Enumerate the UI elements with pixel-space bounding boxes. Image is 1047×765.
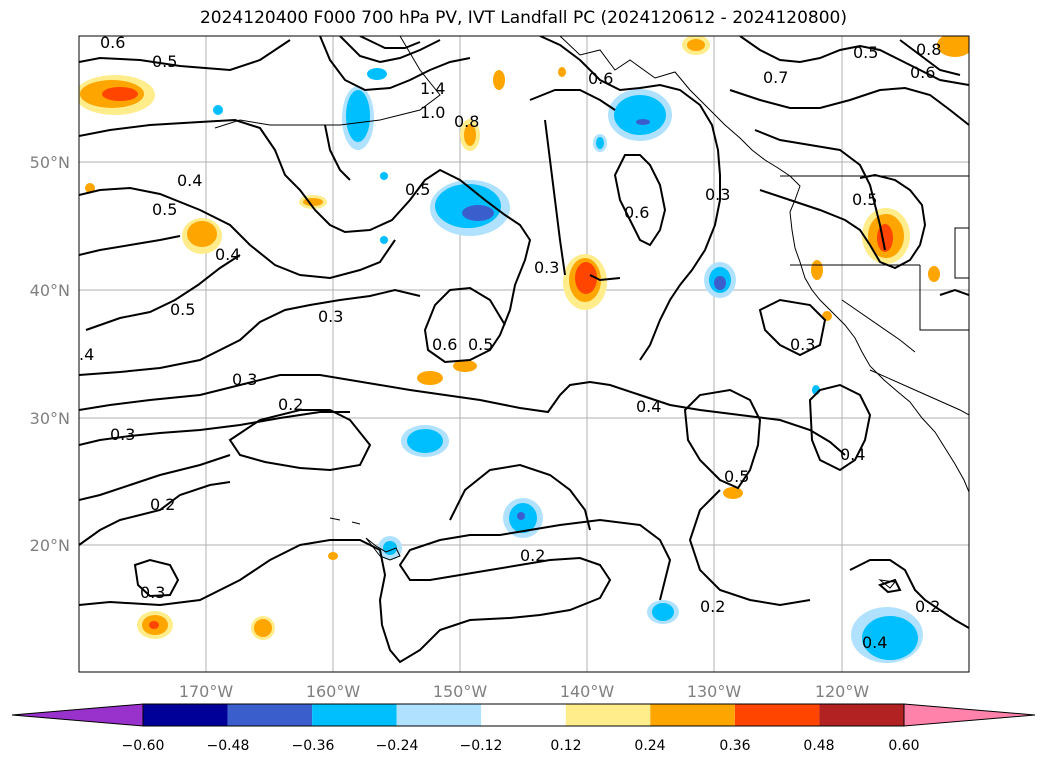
colorbar-swatch xyxy=(819,704,904,726)
map-title: 2024120400 F000 700 hPa PV, IVT Landfall… xyxy=(199,8,847,28)
contour-label: 0.5 xyxy=(170,300,195,319)
longitude-axis: 170°W 160°W 150°W 140°W 130°W 120°W xyxy=(179,682,870,701)
colorbar-tick-label: 0.36 xyxy=(719,738,750,754)
contour-label: 1.0 xyxy=(420,103,445,122)
latitude-axis: 50°N 40°N 30°N 20°N xyxy=(30,153,70,555)
gridlines xyxy=(79,36,969,672)
colorbar-tick-label: 0.24 xyxy=(634,738,665,754)
contour-label: 0.2 xyxy=(278,395,303,414)
contour-label: 0.6 xyxy=(910,63,935,82)
colorbar xyxy=(11,703,1036,727)
contour-label: 0.3 xyxy=(534,258,559,277)
contour-label: 0.5 xyxy=(852,190,877,209)
colorbar-tick-label: −0.12 xyxy=(460,738,503,754)
contour-label: 0.4 xyxy=(862,633,887,652)
colorbar-extend-high xyxy=(903,703,1036,727)
contour-label: 0.2 xyxy=(520,546,545,565)
colorbar-tick-label: −0.36 xyxy=(292,738,335,754)
lon-tick-label: 160°W xyxy=(306,682,361,701)
contour-label: 0.4 xyxy=(840,445,865,464)
contour-label: 0.6 xyxy=(432,335,457,354)
colorbar-tick-label: −0.48 xyxy=(207,738,250,754)
colorbar-tick-label: −0.60 xyxy=(122,738,165,754)
lat-tick-label: 30°N xyxy=(30,409,70,428)
contour-label: 0.6 xyxy=(588,69,613,88)
colorbar-extend-low xyxy=(11,703,144,727)
colorbar-tick-label: 0.12 xyxy=(550,738,581,754)
contour-label: 0.5 xyxy=(468,335,493,354)
contour-label: 0.3 xyxy=(110,425,135,444)
lat-tick-label: 50°N xyxy=(30,153,70,172)
contour-label: 0.6 xyxy=(100,33,125,52)
colorbar-labels: −0.60 −0.48 −0.36 −0.24 −0.12 0.12 0.24 … xyxy=(122,738,920,754)
contour-label: 0.3 xyxy=(232,370,257,389)
contour-label: 0.2 xyxy=(700,597,725,616)
colorbar-tick-label: 0.48 xyxy=(803,738,834,754)
shaded-regions xyxy=(79,36,969,663)
lat-tick-label: 40°N xyxy=(30,281,70,300)
contour-label: 0.5 xyxy=(853,43,878,62)
colorbar-swatch xyxy=(481,704,566,726)
contour-label: 0.2 xyxy=(150,495,175,514)
lat-tick-label: 20°N xyxy=(30,536,70,555)
contour-label: 0.4 xyxy=(636,397,661,416)
contour-label: 1.4 xyxy=(420,79,445,98)
contour-label: 0.5 xyxy=(152,52,177,71)
contour-label: .4 xyxy=(79,345,94,364)
contour-label: 0.3 xyxy=(318,307,343,326)
lon-tick-label: 130°W xyxy=(687,682,742,701)
colorbar-tick-label: −0.24 xyxy=(376,738,419,754)
contour-label: 0.4 xyxy=(177,171,202,190)
colorbar-swatch xyxy=(734,704,820,726)
contour-label: 0.3 xyxy=(705,185,730,204)
colorbar-swatch xyxy=(143,704,228,726)
colorbar-swatch xyxy=(396,704,482,726)
lon-tick-label: 150°W xyxy=(433,682,488,701)
contour-label: 0.2 xyxy=(915,597,940,616)
contour-label: 0.5 xyxy=(152,200,177,219)
contour-label: 0.8 xyxy=(454,112,479,131)
lon-tick-label: 120°W xyxy=(815,682,870,701)
contour-label: 0.3 xyxy=(140,583,165,602)
contour-label: 0.7 xyxy=(763,68,788,87)
colorbar-swatch xyxy=(312,704,397,726)
contour-label: 0.8 xyxy=(916,40,941,59)
map-frame xyxy=(78,35,970,673)
lon-tick-label: 170°W xyxy=(179,682,234,701)
contour-labels: 0.6 0.5 1.4 1.0 0.8 0.6 0.7 0.5 0.6 0.8 … xyxy=(79,33,941,652)
contour-label: 0.3 xyxy=(790,335,815,354)
colorbar-outline xyxy=(142,703,905,727)
colorbar-tick-label: 0.60 xyxy=(888,738,919,754)
contour-label: 0.5 xyxy=(724,467,749,486)
contour-label: 0.6 xyxy=(624,203,649,222)
contour-label: 0.5 xyxy=(405,180,430,199)
lon-tick-label: 140°W xyxy=(560,682,615,701)
pv-contours xyxy=(79,36,969,664)
colorbar-swatch xyxy=(227,704,313,726)
colorbar-swatch xyxy=(565,704,651,726)
contour-label: 0.4 xyxy=(215,245,240,264)
colorbar-swatch xyxy=(650,704,735,726)
